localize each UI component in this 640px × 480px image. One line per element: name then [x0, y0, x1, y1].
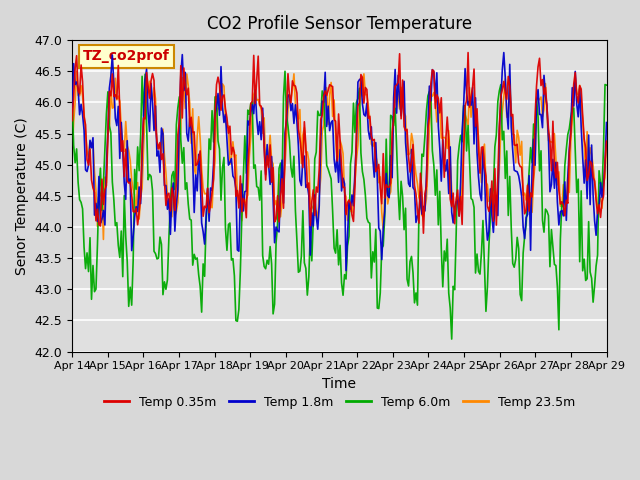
Title: CO2 Profile Sensor Temperature: CO2 Profile Sensor Temperature — [207, 15, 472, 33]
Legend: Temp 0.35m, Temp 1.8m, Temp 6.0m, Temp 23.5m: Temp 0.35m, Temp 1.8m, Temp 6.0m, Temp 2… — [99, 391, 580, 414]
Y-axis label: Senor Temperature (C): Senor Temperature (C) — [15, 117, 29, 275]
X-axis label: Time: Time — [323, 377, 356, 391]
Text: TZ_co2prof: TZ_co2prof — [83, 49, 170, 63]
